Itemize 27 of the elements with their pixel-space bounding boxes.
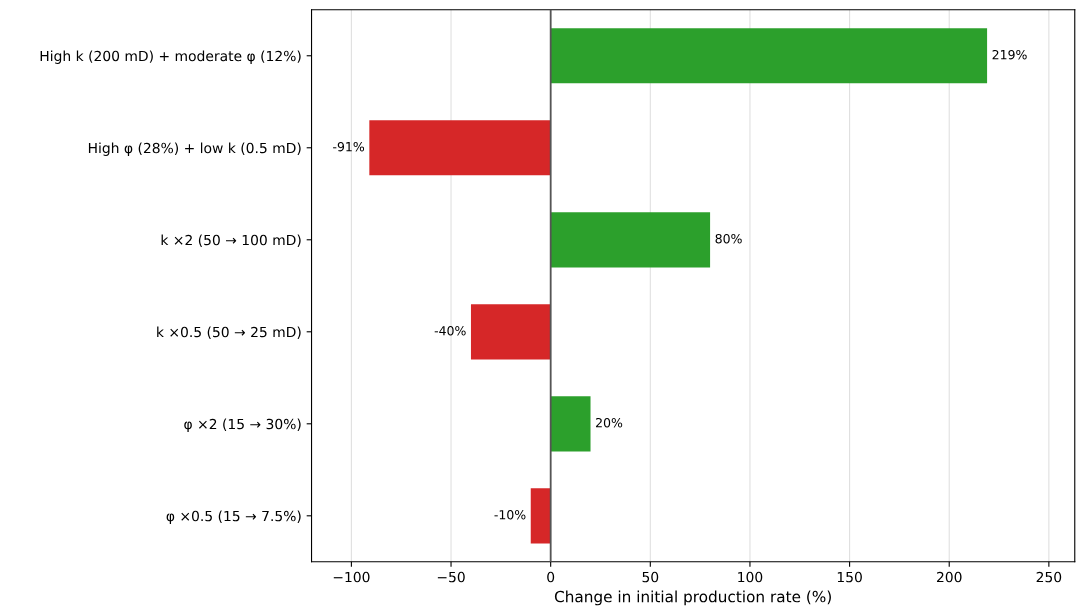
x-tick-label: 100	[738, 571, 763, 583]
y-tick-label: High k (200 mD) + moderate φ (12%)	[40, 50, 301, 64]
x-tick-label: 0	[547, 571, 555, 583]
x-tick-label: 50	[642, 571, 659, 583]
bar	[550, 212, 711, 268]
x-axis-title: Change in initial production rate (%)	[554, 590, 831, 606]
x-tick-label: −100	[333, 571, 370, 583]
x-tick-label: 200	[936, 571, 962, 583]
y-tick-label: k ×2 (50 → 100 mD)	[161, 234, 301, 247]
data-label: 80%	[715, 233, 742, 244]
x-tick-label: −50	[437, 571, 465, 583]
x-tick-label: 250	[1036, 571, 1062, 583]
y-tick-label: φ ×2 (15 → 30%)	[184, 418, 301, 432]
y-tick-label: k ×0.5 (50 → 25 mD)	[157, 326, 301, 339]
y-tick-label: High φ (28%) + low k (0.5 mD)	[88, 142, 301, 156]
bar	[550, 396, 591, 452]
data-label: 20%	[596, 417, 623, 428]
data-label: -40%	[434, 325, 466, 336]
data-label: -91%	[333, 141, 365, 152]
data-label: -10%	[494, 509, 526, 520]
bar	[550, 28, 988, 84]
bar	[470, 304, 551, 360]
bar	[369, 120, 551, 176]
x-tick-label: 150	[837, 571, 862, 583]
y-tick-label: φ ×0.5 (15 → 7.5%)	[166, 510, 301, 524]
bar	[530, 488, 551, 544]
data-label: 219%	[992, 49, 1027, 60]
